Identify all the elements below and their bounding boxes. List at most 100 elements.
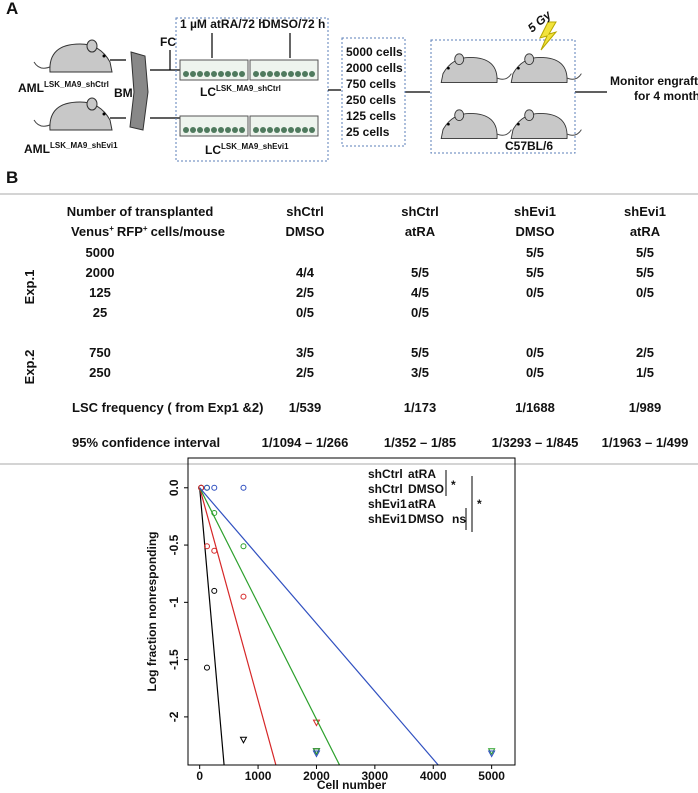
- point: [203, 664, 210, 671]
- header: Venus+ RFP+ cells/mouse: [71, 224, 225, 239]
- cell: [225, 127, 231, 133]
- mouse-label: AMLLSK_MA9_shCtrl: [18, 80, 109, 95]
- culture-label: LCLSK_MA9_shCtrl: [200, 84, 281, 99]
- point: [211, 547, 218, 554]
- table-cell: 5/5: [526, 245, 544, 260]
- bracket: [445, 470, 473, 532]
- column-header: shCtrl: [286, 204, 324, 219]
- table-cell: 0/5: [636, 285, 654, 300]
- column-header: atRA: [405, 224, 436, 239]
- cell: [218, 71, 224, 77]
- table-cell: 1/5: [636, 365, 654, 380]
- header-part: Venus: [71, 224, 109, 239]
- summary-cell: 1/1688: [515, 400, 555, 415]
- table-cell: 2/5: [636, 345, 654, 360]
- group-label: Exp.1: [22, 270, 37, 305]
- header-sup: +: [143, 224, 148, 233]
- x-tick-label: 2000: [303, 769, 330, 783]
- mouse-eye: [517, 122, 520, 126]
- bone: [129, 51, 149, 131]
- mouse-eye: [447, 66, 450, 70]
- column-header: shCtrl: [401, 204, 439, 219]
- table-cell: 2/5: [296, 285, 314, 300]
- mouse: [510, 53, 582, 84]
- cell: [197, 71, 203, 77]
- mouse-label: AMLLSK_MA9_shEvi1: [24, 141, 118, 156]
- legend-label: shEvi1: [368, 512, 407, 526]
- recipient-box: [430, 39, 576, 154]
- cell: [190, 127, 196, 133]
- cell: [204, 71, 210, 77]
- fit-line: [199, 487, 439, 765]
- y-tick-label: -1: [167, 597, 181, 608]
- dish: [179, 59, 249, 81]
- mouse-tail: [494, 129, 512, 136]
- column-header: shEvi1: [624, 204, 666, 219]
- mouse-tail: [564, 73, 582, 80]
- panel-label: A: [6, 0, 18, 18]
- mouse-body: [49, 101, 113, 131]
- cell: [183, 71, 189, 77]
- label-text: LC: [205, 143, 221, 157]
- label-text: AML: [24, 142, 50, 156]
- point: [240, 593, 247, 600]
- censored-point: [487, 750, 496, 758]
- legend-label: shEvi1: [368, 497, 407, 511]
- table-cell: 0/5: [296, 305, 314, 320]
- cell-dose: 5000 cells: [346, 45, 403, 59]
- cell: [211, 127, 217, 133]
- cell: [260, 127, 266, 133]
- point: [240, 484, 247, 491]
- column-header: DMSO: [286, 224, 325, 239]
- cell: [190, 71, 196, 77]
- cell-dose: 2000 cells: [346, 61, 403, 75]
- point: [211, 587, 218, 594]
- header-part: RFP: [117, 224, 143, 239]
- mouse-ear: [524, 109, 535, 122]
- cell-dose: 250 cells: [346, 93, 396, 107]
- mouse-tail: [564, 129, 582, 136]
- table-cell: 5/5: [636, 245, 654, 260]
- cell: [309, 71, 315, 77]
- summary-label: LSC frequency ( from Exp1 &2): [72, 400, 263, 415]
- cell: [253, 71, 259, 77]
- cell: [281, 71, 287, 77]
- header: Number of transplanted: [67, 204, 214, 219]
- cell: [274, 71, 280, 77]
- cell: [225, 71, 231, 77]
- dose-box: [341, 37, 406, 147]
- summary-label: 95% confidence interval: [72, 435, 220, 450]
- table-cell: 25: [93, 305, 107, 320]
- column-header: shEvi1: [514, 204, 556, 219]
- mouse-tail: [494, 73, 512, 80]
- table-cell: 5/5: [636, 265, 654, 280]
- point: [203, 484, 210, 491]
- y-tick-label: -0.5: [167, 534, 181, 555]
- mouse-eye: [102, 112, 106, 116]
- arrows: [110, 50, 180, 119]
- summary-cell: 1/539: [289, 400, 322, 415]
- mouse-ear: [454, 53, 465, 66]
- mouse-body: [440, 112, 498, 140]
- cell: [281, 127, 287, 133]
- cell: [302, 71, 308, 77]
- fc-label: FC: [160, 35, 176, 49]
- point: [211, 484, 218, 491]
- plot-area: [198, 484, 496, 765]
- table-cell: 3/5: [296, 345, 314, 360]
- x-tick-label: 0: [196, 769, 203, 783]
- culture-label: LCLSK_MA9_shEvi1: [205, 142, 289, 157]
- summary-cell: 1/173: [404, 400, 437, 415]
- legend-label: atRA: [408, 467, 436, 481]
- label-sup: LSK_MA9_shEvi1: [221, 142, 289, 151]
- point: [211, 509, 218, 516]
- y-tick-label: -1.5: [167, 649, 181, 670]
- outcome: Monitor engraftment: [610, 74, 698, 88]
- annotation: *: [451, 478, 456, 492]
- mouse: [33, 97, 113, 131]
- dish: [179, 115, 249, 137]
- mouse-tail: [33, 61, 53, 69]
- lightning: [539, 21, 558, 51]
- label-text: LC: [200, 85, 216, 99]
